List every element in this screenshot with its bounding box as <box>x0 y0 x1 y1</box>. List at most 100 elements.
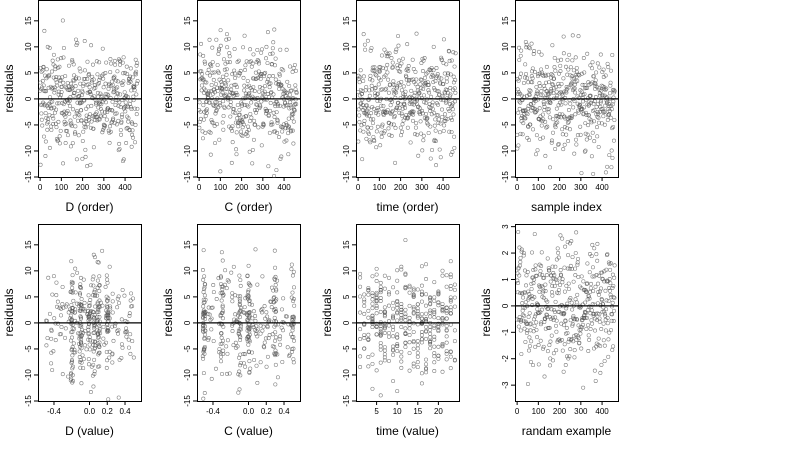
data-point <box>567 337 572 342</box>
data-point <box>552 76 557 81</box>
data-point <box>432 110 437 115</box>
data-point <box>399 80 404 84</box>
x-tick-label: 200 <box>553 407 567 416</box>
data-point <box>414 121 419 126</box>
data-point <box>600 93 605 98</box>
data-point <box>553 68 558 73</box>
data-point <box>423 75 427 80</box>
data-point <box>52 316 57 321</box>
data-point <box>77 324 82 329</box>
data-point <box>528 328 533 333</box>
data-point <box>106 86 111 91</box>
data-point <box>254 363 259 368</box>
data-point <box>201 277 206 282</box>
data-point <box>52 90 57 95</box>
data-point <box>448 94 453 99</box>
data-point <box>550 73 555 78</box>
data-point <box>119 119 124 124</box>
data-point <box>88 125 93 130</box>
data-point <box>362 105 367 110</box>
data-point <box>362 333 367 338</box>
data-point <box>246 294 251 299</box>
data-point <box>39 111 44 116</box>
data-point <box>83 76 88 81</box>
data-point <box>435 72 440 77</box>
data-point <box>566 67 571 72</box>
data-point <box>107 81 112 86</box>
data-point <box>129 291 134 296</box>
data-point <box>411 311 416 316</box>
plot-frame <box>356 0 460 178</box>
data-point <box>198 116 203 121</box>
data-point <box>217 77 222 82</box>
data-point <box>575 317 579 322</box>
data-point <box>452 86 457 91</box>
data-point <box>206 67 211 72</box>
data-point <box>533 263 538 268</box>
data-point <box>439 57 444 62</box>
data-point <box>535 91 540 96</box>
data-point <box>603 311 608 316</box>
data-point <box>565 57 570 62</box>
data-point <box>399 267 404 272</box>
data-point <box>246 325 251 330</box>
x-tick-label: 10 <box>393 407 402 416</box>
data-point <box>117 147 122 152</box>
data-point <box>452 64 457 69</box>
data-point <box>432 369 437 373</box>
data-point <box>210 45 215 50</box>
data-point <box>286 131 291 136</box>
data-point <box>378 393 383 398</box>
data-point <box>584 113 589 117</box>
data-point <box>382 348 387 353</box>
data-point <box>271 308 276 313</box>
data-point <box>107 140 112 145</box>
data-point <box>369 46 374 51</box>
data-point <box>539 307 544 312</box>
data-point <box>529 286 534 291</box>
data-point <box>565 72 570 77</box>
y-tick-label: 0 <box>24 320 33 325</box>
data-point <box>535 74 540 79</box>
data-point <box>361 74 366 79</box>
data-point <box>253 314 258 318</box>
data-point <box>230 329 235 333</box>
data-point <box>370 291 375 296</box>
data-point <box>273 330 278 335</box>
data-point <box>289 349 294 354</box>
data-point <box>95 72 100 77</box>
data-point <box>237 273 242 278</box>
data-point <box>444 310 449 315</box>
data-point <box>538 114 543 119</box>
data-point <box>556 250 561 255</box>
data-point <box>53 77 58 82</box>
data-point <box>246 342 251 347</box>
data-point <box>285 79 290 84</box>
data-point <box>220 304 225 309</box>
data-point <box>437 92 442 97</box>
y-tick-label: -5 <box>342 345 351 353</box>
data-point <box>366 287 371 292</box>
data-point <box>605 164 610 169</box>
data-point <box>236 124 241 129</box>
data-point <box>602 343 607 348</box>
data-point <box>357 120 362 125</box>
data-point <box>116 148 121 153</box>
data-point <box>286 152 291 157</box>
y-tick-label: 0 <box>183 320 192 325</box>
data-point <box>545 124 550 129</box>
data-point <box>243 96 248 101</box>
data-point <box>448 115 453 120</box>
data-point <box>281 296 286 301</box>
data-point <box>115 91 119 96</box>
data-point <box>432 351 437 356</box>
data-point <box>395 311 400 316</box>
y-tick-label: 0 <box>342 320 351 325</box>
data-point <box>401 84 406 89</box>
x-tick-label: 400 <box>595 407 609 416</box>
data-point <box>378 290 383 295</box>
data-point <box>515 278 520 283</box>
scatter-points <box>515 229 617 390</box>
data-point <box>406 81 411 86</box>
data-point <box>91 252 96 257</box>
